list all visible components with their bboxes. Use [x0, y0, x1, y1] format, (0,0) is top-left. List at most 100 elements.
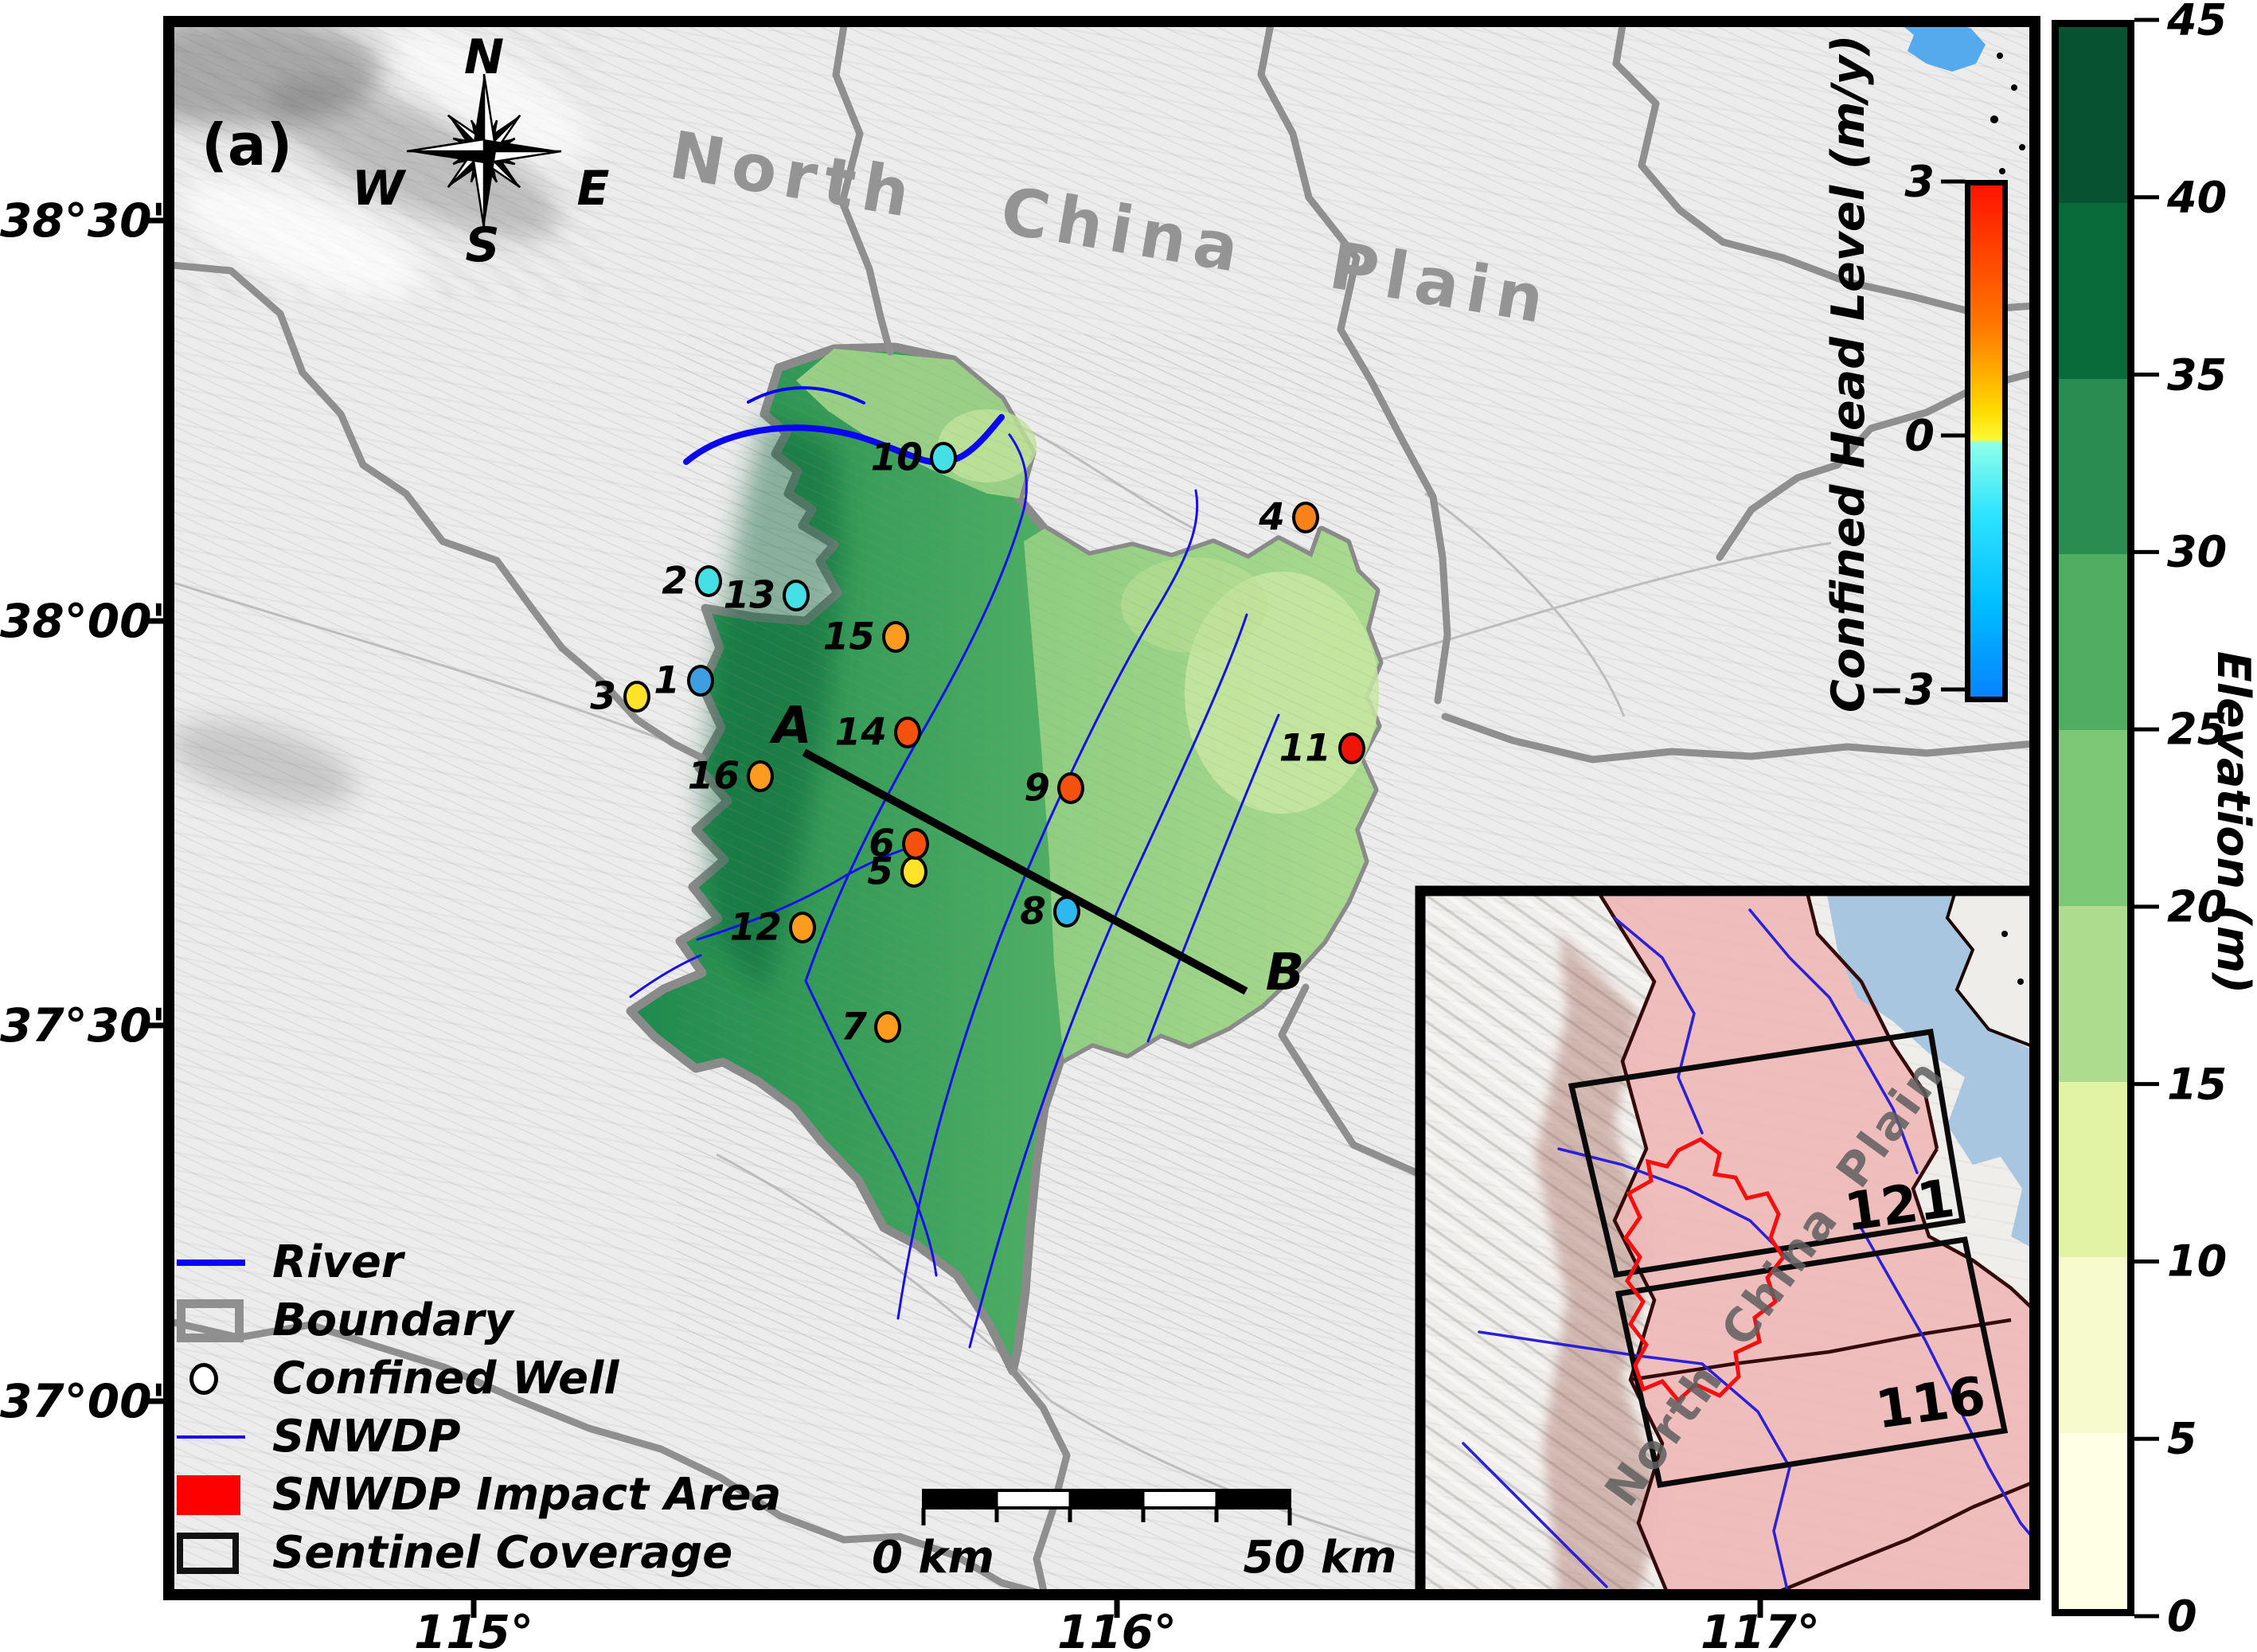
scale-bar	[921, 1489, 1292, 1525]
legend-item-label: SNWDP	[272, 1411, 461, 1463]
elevation-tick-label: 5	[2167, 1413, 2197, 1464]
inset-border	[1415, 885, 2035, 1595]
elevation-tick-label: 40	[2167, 172, 2228, 223]
well-marker-8	[1053, 896, 1080, 928]
well-label-6: 6	[869, 822, 895, 866]
well-marker-3	[623, 681, 650, 713]
elevation-segment	[2059, 905, 2127, 1082]
well-marker-9	[1057, 772, 1084, 804]
boundary-square-icon	[177, 1299, 244, 1342]
lat-tick-label: 38°30'	[0, 193, 166, 248]
legend: River Boundary Confined Well SNWDP SNWDP Imp…	[177, 1233, 781, 1582]
elevation-tick-label: 0	[2167, 1591, 2197, 1642]
elevation-segment	[2059, 730, 2127, 906]
legend-item: SNWDP	[177, 1408, 781, 1466]
head-colorbar-tick: 3	[1904, 156, 1935, 207]
compass-s-label: S	[465, 217, 500, 273]
well-label-10: 10	[870, 435, 923, 480]
elevation-tick-label: 30	[2167, 526, 2228, 577]
sentinel-coverage-boxes	[1568, 1029, 2009, 1488]
confined-head-colorbar	[1965, 180, 2008, 702]
head-colorbar-tick: 0	[1904, 410, 1935, 461]
elevation-tick-label: 25	[2167, 704, 2228, 755]
well-label-15: 15	[822, 615, 875, 659]
panel-label: (a)	[201, 111, 293, 178]
compass-w-label: W	[351, 161, 405, 217]
legend-item-label: River	[272, 1236, 404, 1288]
well-marker-2	[695, 565, 722, 597]
elevation-segment	[2059, 1433, 2127, 1610]
impact-area-icon	[177, 1474, 240, 1515]
profile-a-label: A	[772, 697, 812, 756]
snwdp-line-icon	[177, 1435, 245, 1439]
well-label-8: 8	[1020, 889, 1046, 934]
well-marker-7	[874, 1011, 901, 1043]
legend-item-label: SNWDP Impact Area	[272, 1469, 782, 1521]
profile-line-ab	[802, 748, 1248, 995]
sentinel-coverage-icon	[177, 1532, 239, 1574]
well-label-1: 1	[654, 658, 680, 703]
well-label-5: 5	[867, 849, 893, 894]
map-frame	[163, 16, 2040, 1600]
confined-head-title: Confined Head Level (m/y)	[1822, 34, 1875, 713]
legend-item: Boundary	[177, 1291, 781, 1349]
well-label-12: 12	[729, 905, 782, 950]
legend-item-label: Confined Well	[272, 1353, 619, 1404]
elevation-tick-label: 10	[2167, 1236, 2228, 1287]
elevation-colorbar	[2052, 20, 2134, 1616]
mountain-shading	[169, 21, 597, 807]
scale-end-label: 50 km	[1243, 1532, 1397, 1584]
well-label-2: 2	[662, 559, 688, 603]
elevation-segment	[2059, 1257, 2127, 1434]
inset-sea	[1826, 886, 2035, 1250]
legend-item: Confined Well	[177, 1349, 781, 1408]
elevation-segment	[2059, 378, 2127, 555]
well-marker-1	[687, 665, 714, 697]
legend-item: Sentinel Coverage	[177, 1524, 781, 1582]
elevation-tick-label: 15	[2167, 1059, 2228, 1110]
well-marker-13	[783, 580, 810, 611]
well-label-14: 14	[834, 710, 887, 755]
elevation-segment	[2059, 27, 2127, 203]
lon-tick-label: 115°	[413, 1605, 534, 1652]
inset-map	[1416, 886, 2035, 1595]
river-line-icon	[177, 1259, 245, 1266]
elevation-segment	[2059, 202, 2127, 379]
rivers	[629, 386, 1280, 1349]
lat-tick-label: 38°00'	[0, 594, 166, 648]
well-label-11: 11	[1279, 726, 1331, 771]
legend-item-label: Boundary	[272, 1295, 513, 1346]
elevation-tick-label: 45	[2167, 0, 2228, 45]
elevation-tick-label: 20	[2167, 881, 2228, 932]
lat-tick-label: 37°30'	[0, 998, 166, 1053]
elevation-title: Elevation (m)	[2207, 650, 2257, 994]
well-marker-10	[930, 442, 957, 474]
compass-rose	[406, 73, 562, 229]
legend-item: SNWDP Impact Area	[177, 1466, 781, 1524]
well-marker-12	[789, 912, 816, 943]
well-label-3: 3	[590, 674, 616, 719]
legend-item: River	[177, 1233, 781, 1291]
inset-study-area-outline	[1622, 1137, 1786, 1404]
lon-tick-label: 117°	[1700, 1605, 1821, 1652]
legend-item-label: Sentinel Coverage	[272, 1527, 733, 1579]
inset-rivers	[1462, 908, 2035, 1595]
elevation-tick-label: 35	[2167, 350, 2228, 400]
well-marker-16	[747, 760, 774, 792]
well-marker-4	[1292, 502, 1319, 533]
inset-boundaries	[1593, 886, 2035, 1595]
elevation-segment	[2059, 554, 2127, 731]
profile-b-label: B	[1265, 943, 1305, 1002]
scale-start-label: 0 km	[871, 1532, 995, 1584]
lat-tick-label: 37°00'	[0, 1374, 166, 1428]
well-label-13: 13	[723, 573, 775, 618]
well-label-4: 4	[1259, 495, 1285, 540]
well-marker-11	[1338, 732, 1365, 764]
well-marker-14	[894, 717, 921, 748]
head-colorbar-tick: −3	[1868, 664, 1935, 715]
well-label-7: 7	[841, 1005, 867, 1049]
compass-e-label: E	[576, 161, 610, 217]
main-river	[683, 414, 1005, 466]
confined-well-icon	[189, 1362, 218, 1395]
